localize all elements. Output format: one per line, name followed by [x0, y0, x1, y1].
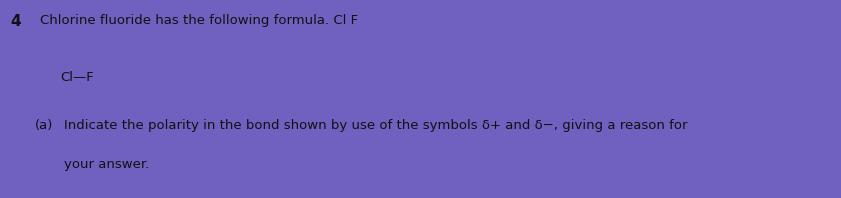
Text: your answer.: your answer.	[64, 158, 149, 171]
Text: 4: 4	[10, 14, 21, 29]
Text: Cl—F: Cl—F	[61, 71, 94, 84]
Text: (a): (a)	[35, 119, 54, 132]
Text: Indicate the polarity in the bond shown by use of the symbols δ+ and δ−, giving : Indicate the polarity in the bond shown …	[64, 119, 687, 132]
Text: Chlorine fluoride has the following formula. Cl F: Chlorine fluoride has the following form…	[40, 14, 358, 27]
